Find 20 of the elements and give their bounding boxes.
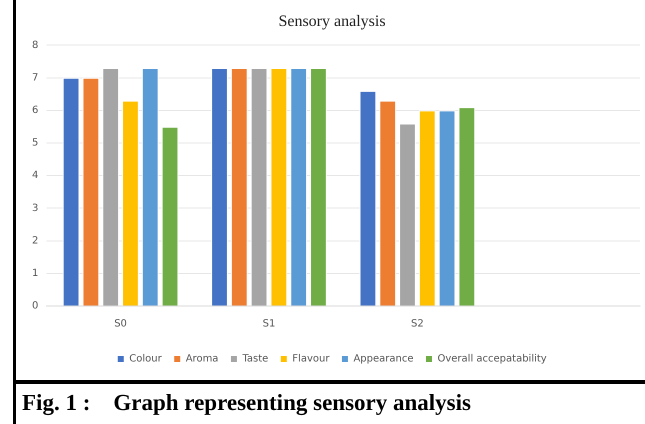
y-tick-label: 4 <box>32 170 38 182</box>
caption: Fig. 1 : Graph representing sensory analysis <box>16 380 645 416</box>
y-tick-label: 7 <box>32 72 38 84</box>
legend-label: Flavour <box>292 354 330 365</box>
y-tick-label: 2 <box>32 235 38 246</box>
x-tick-label: S2 <box>411 318 424 330</box>
y-tick-label: 6 <box>32 104 38 116</box>
y-tick-label: 3 <box>32 202 38 214</box>
x-tick-label: S1 <box>262 318 276 330</box>
y-tick-label: 5 <box>32 138 38 149</box>
y-tick-label: 0 <box>32 300 38 312</box>
x-tick-label: S0 <box>114 318 127 330</box>
legend-label: Colour <box>129 354 163 365</box>
y-tick-label: 8 <box>32 40 38 51</box>
legend-label: Aroma <box>186 354 218 365</box>
legend-label: Appearance <box>353 354 414 365</box>
legend-label: Taste <box>241 354 268 365</box>
chart-title: Sensory analysis <box>278 12 386 30</box>
legend-label: Overall accepatability <box>437 354 547 365</box>
y-tick-label: 1 <box>32 268 38 279</box>
